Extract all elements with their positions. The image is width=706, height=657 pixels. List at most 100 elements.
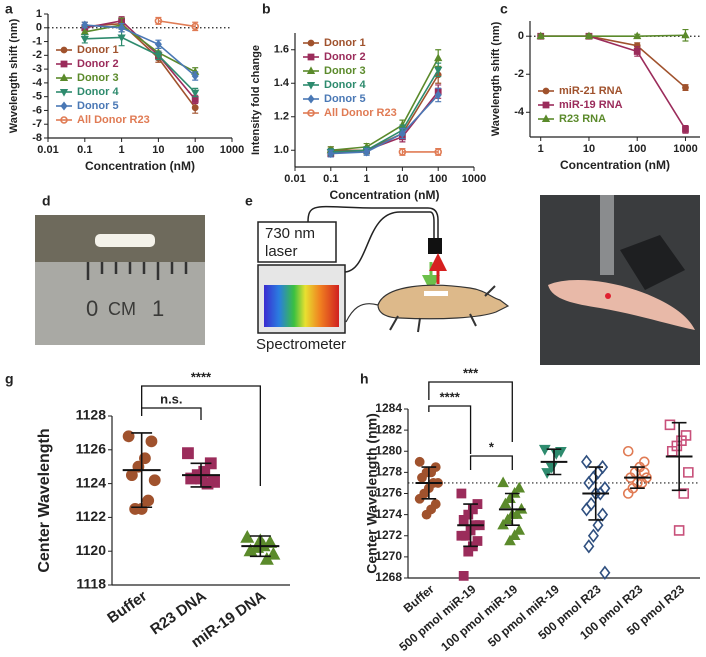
legend-label: Donor 3	[77, 72, 119, 84]
x-tick-label: 50 pmol miR-19	[485, 582, 562, 650]
marker	[597, 507, 609, 522]
marker	[641, 472, 652, 483]
mouse	[548, 280, 695, 330]
x-tick-label: 10	[396, 173, 408, 185]
y-axis-label: Center Wavelength (nm)	[364, 413, 380, 574]
marker	[538, 444, 551, 456]
y-tick-label: 1122	[76, 508, 107, 524]
legend-label: Donor 3	[324, 65, 366, 77]
marker	[622, 488, 634, 499]
y-tick-label: -7	[32, 118, 42, 130]
spectrometer-label: Spectrometer	[256, 336, 346, 353]
series-line	[330, 69, 439, 153]
x-tick-label: 1000	[462, 173, 486, 185]
legend-marker	[60, 116, 68, 124]
series-line	[540, 34, 686, 38]
marker	[513, 481, 526, 493]
legend-marker	[60, 101, 68, 111]
series-line	[84, 24, 196, 77]
y-tick-label: 1282	[375, 422, 402, 436]
marker	[129, 503, 142, 515]
marker	[463, 546, 474, 557]
ruler-ticks	[86, 262, 188, 280]
marker	[398, 128, 406, 139]
legend-label: Donor 1	[77, 44, 119, 56]
panel-label: g	[5, 371, 14, 387]
series-line	[84, 36, 196, 94]
holder	[620, 235, 685, 290]
marker	[497, 476, 509, 488]
series-line	[84, 24, 196, 73]
marker	[458, 515, 469, 525]
marker	[148, 474, 161, 487]
y-axis-label: Wavelength shift (nm)	[8, 18, 20, 133]
legend-label: Donor 4	[77, 86, 119, 98]
ruler	[35, 262, 205, 345]
cable	[344, 211, 435, 273]
y-tick-label: -5	[32, 91, 42, 103]
x-tick-label: 0.1	[77, 144, 92, 156]
marker	[583, 475, 595, 491]
diagram-e: e 730 nm laser Spectrometer	[245, 193, 510, 353]
x-tick-label: 10	[583, 143, 595, 155]
legend-marker	[542, 101, 550, 109]
legend-label: Donor 2	[324, 51, 366, 63]
marker	[417, 472, 427, 483]
legend-marker	[60, 46, 68, 54]
x-tick-label: 100	[628, 143, 646, 155]
marker	[599, 565, 611, 580]
x-tick-label: 1000	[220, 144, 244, 156]
panel-label: h	[360, 371, 369, 387]
sd-bar	[421, 466, 437, 500]
significance-label: ****	[191, 369, 212, 384]
legend-label: All Donor R23	[77, 114, 150, 126]
y-tick-label: -4	[514, 106, 525, 118]
marker	[421, 509, 432, 520]
marker	[154, 52, 163, 60]
marker	[456, 488, 467, 499]
significance-label: n.s.	[160, 391, 182, 406]
y-tick-label: 0	[36, 22, 42, 34]
y-tick-label: 1120	[76, 542, 107, 558]
marker	[191, 104, 199, 112]
x-tick-label: 100 pmol miR-19	[438, 582, 520, 654]
marker	[191, 71, 199, 81]
y-tick-label: 1	[36, 8, 42, 20]
x-tick-label: 1000	[673, 143, 697, 155]
marker	[622, 445, 634, 457]
marker	[145, 435, 158, 448]
laser-spot	[605, 293, 611, 299]
y-axis-label: Wavelength shift (nm)	[490, 21, 502, 136]
mouse	[377, 284, 510, 320]
marker	[118, 23, 126, 33]
panel-label: e	[245, 193, 253, 209]
marker	[456, 530, 467, 541]
legend-label: Donor 5	[324, 93, 366, 105]
y-tick-label: 1274	[375, 507, 402, 521]
significance-label: ****	[440, 389, 461, 404]
sd-bar	[249, 535, 271, 558]
marker	[434, 148, 443, 156]
y-tick-label: 1128	[76, 407, 107, 423]
x-tick-label: 1	[364, 173, 370, 185]
sd-bar	[588, 466, 604, 521]
sd-bar	[131, 432, 153, 509]
panel-label: d	[42, 193, 51, 209]
marker	[683, 467, 694, 478]
legend-label: Donor 2	[77, 58, 119, 70]
marker	[504, 534, 516, 546]
marker	[594, 486, 606, 501]
marker	[327, 149, 335, 159]
marker	[434, 66, 443, 75]
marker	[581, 454, 593, 469]
marker	[587, 528, 599, 543]
series-line	[330, 57, 439, 152]
x-axis-label: Concentration (nM)	[560, 158, 670, 172]
x-tick-label: 10	[152, 144, 164, 156]
marker	[191, 89, 200, 98]
y-tick-label: 1.6	[274, 44, 289, 56]
x-tick-label: 100	[429, 173, 447, 185]
sd-bar	[546, 448, 562, 476]
y-tick-label: -2	[514, 68, 524, 80]
significance-bracket	[141, 385, 261, 486]
